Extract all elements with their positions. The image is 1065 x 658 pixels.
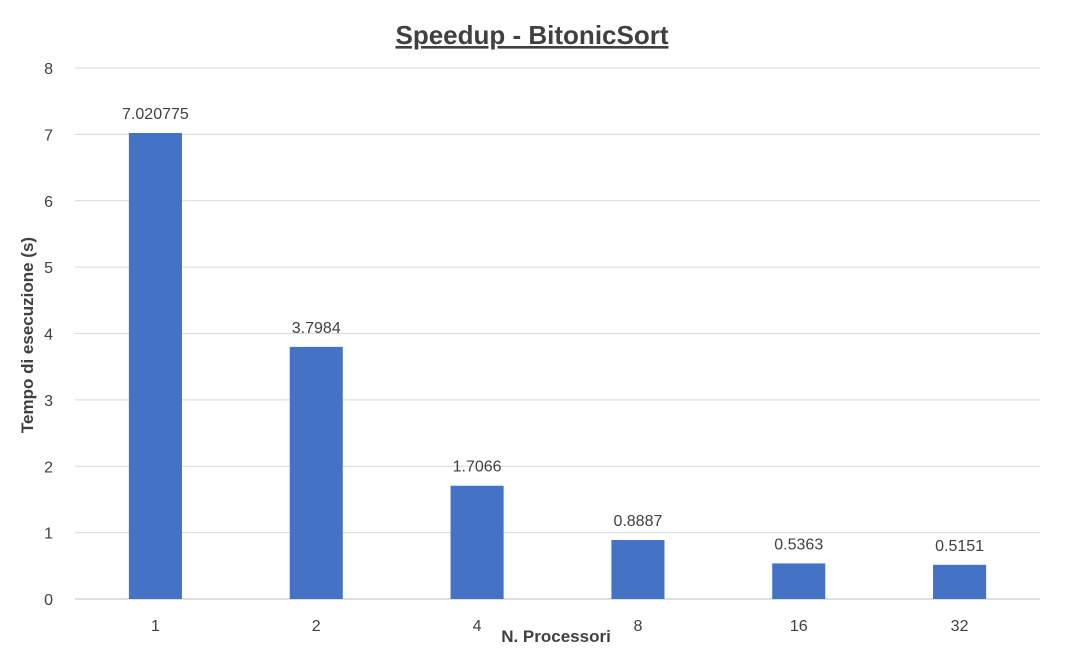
chart-title: Speedup - BitonicSort xyxy=(396,20,669,50)
data-label: 0.5363 xyxy=(774,536,823,553)
x-tick-label: 2 xyxy=(312,618,321,635)
x-tick-label: 32 xyxy=(951,618,969,635)
y-tick-label: 3 xyxy=(44,393,53,410)
x-axis-ticks: 1 2 4 8 16 32 xyxy=(151,618,969,635)
bar-1 xyxy=(128,132,182,599)
y-tick-label: 5 xyxy=(44,260,53,277)
gridlines xyxy=(75,67,1040,600)
x-tick-label: 1 xyxy=(151,618,160,635)
x-tick-label: 4 xyxy=(473,618,482,635)
x-tick-label: 8 xyxy=(633,618,642,635)
bar-16 xyxy=(772,563,826,599)
data-label: 0.8887 xyxy=(613,513,662,530)
y-tick-label: 8 xyxy=(44,61,53,78)
bar-8 xyxy=(611,540,665,599)
x-tick-label: 16 xyxy=(790,618,808,635)
y-tick-label: 7 xyxy=(44,127,53,144)
y-tick-label: 1 xyxy=(44,526,53,543)
data-label: 1.7066 xyxy=(453,459,502,476)
bar-2 xyxy=(289,346,343,599)
data-label: 7.020775 xyxy=(122,106,189,123)
y-tick-label: 2 xyxy=(44,459,53,476)
bars xyxy=(128,132,987,599)
y-axis-title: Tempo di esecuzione (s) xyxy=(18,237,37,433)
bar-32 xyxy=(933,564,987,599)
y-axis-ticks: 0 1 2 3 4 5 6 7 8 xyxy=(44,61,53,609)
data-labels: 7.020775 3.7984 1.7066 0.8887 0.5363 0.5151 xyxy=(122,106,984,555)
y-tick-label: 4 xyxy=(44,327,53,344)
y-tick-label: 0 xyxy=(44,592,53,609)
data-label: 0.5151 xyxy=(935,538,984,555)
data-label: 3.7984 xyxy=(292,320,341,337)
y-tick-label: 6 xyxy=(44,194,53,211)
bar-4 xyxy=(450,485,504,599)
x-axis-title: N. Processori xyxy=(501,627,611,646)
